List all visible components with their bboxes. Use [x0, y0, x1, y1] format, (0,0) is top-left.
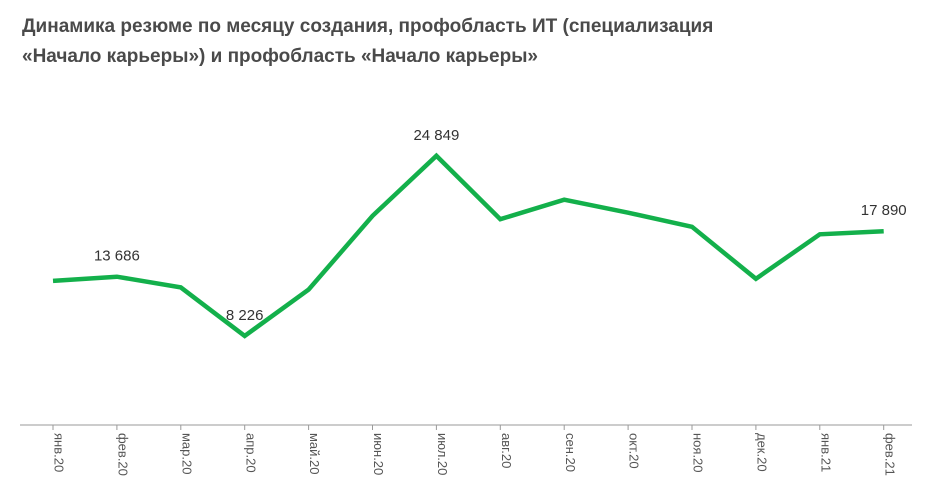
data-label: 17 890	[861, 202, 907, 219]
x-tick-label: мар.20	[179, 433, 194, 474]
x-tick-label: фев.21	[882, 433, 897, 476]
x-tick-label: дек.20	[754, 433, 769, 472]
x-tick-label: янв.20	[52, 433, 67, 472]
x-tick-label: июл.20	[435, 433, 450, 475]
series-layer	[52, 152, 884, 339]
x-tick-label: янв.21	[818, 433, 833, 472]
x-tick-labels: янв.20 фев.20 мар.20 апр.20 май.20 июн.20 июл.…	[52, 433, 898, 476]
x-axis	[20, 424, 912, 430]
x-tick-label: фев.20	[115, 433, 130, 476]
chart-title-line-2: «Начало карьеры») и профобласть «Начало …	[22, 46, 538, 67]
x-tick-label: июн.20	[371, 433, 386, 475]
x-tick-label: окт.20	[627, 433, 642, 469]
chart-title-line-1: Динамика резюме по месяцу создания, проф…	[22, 16, 714, 37]
series-line	[52, 152, 884, 339]
chart-title: Динамика резюме по месяцу создания, проф…	[22, 12, 902, 72]
x-tick-label: май.20	[307, 433, 322, 475]
x-tick-label: сен.20	[563, 433, 578, 472]
data-label: 13 686	[94, 248, 140, 265]
data-label: 24 849	[413, 127, 459, 144]
data-labels: 13 686 8 226 24 849 17 890	[94, 127, 907, 324]
x-tick-label: ноя.20	[691, 433, 706, 473]
x-tick-label: авг.20	[499, 433, 514, 468]
data-label: 8 226	[226, 307, 264, 324]
x-tick-label: апр.20	[243, 433, 258, 473]
